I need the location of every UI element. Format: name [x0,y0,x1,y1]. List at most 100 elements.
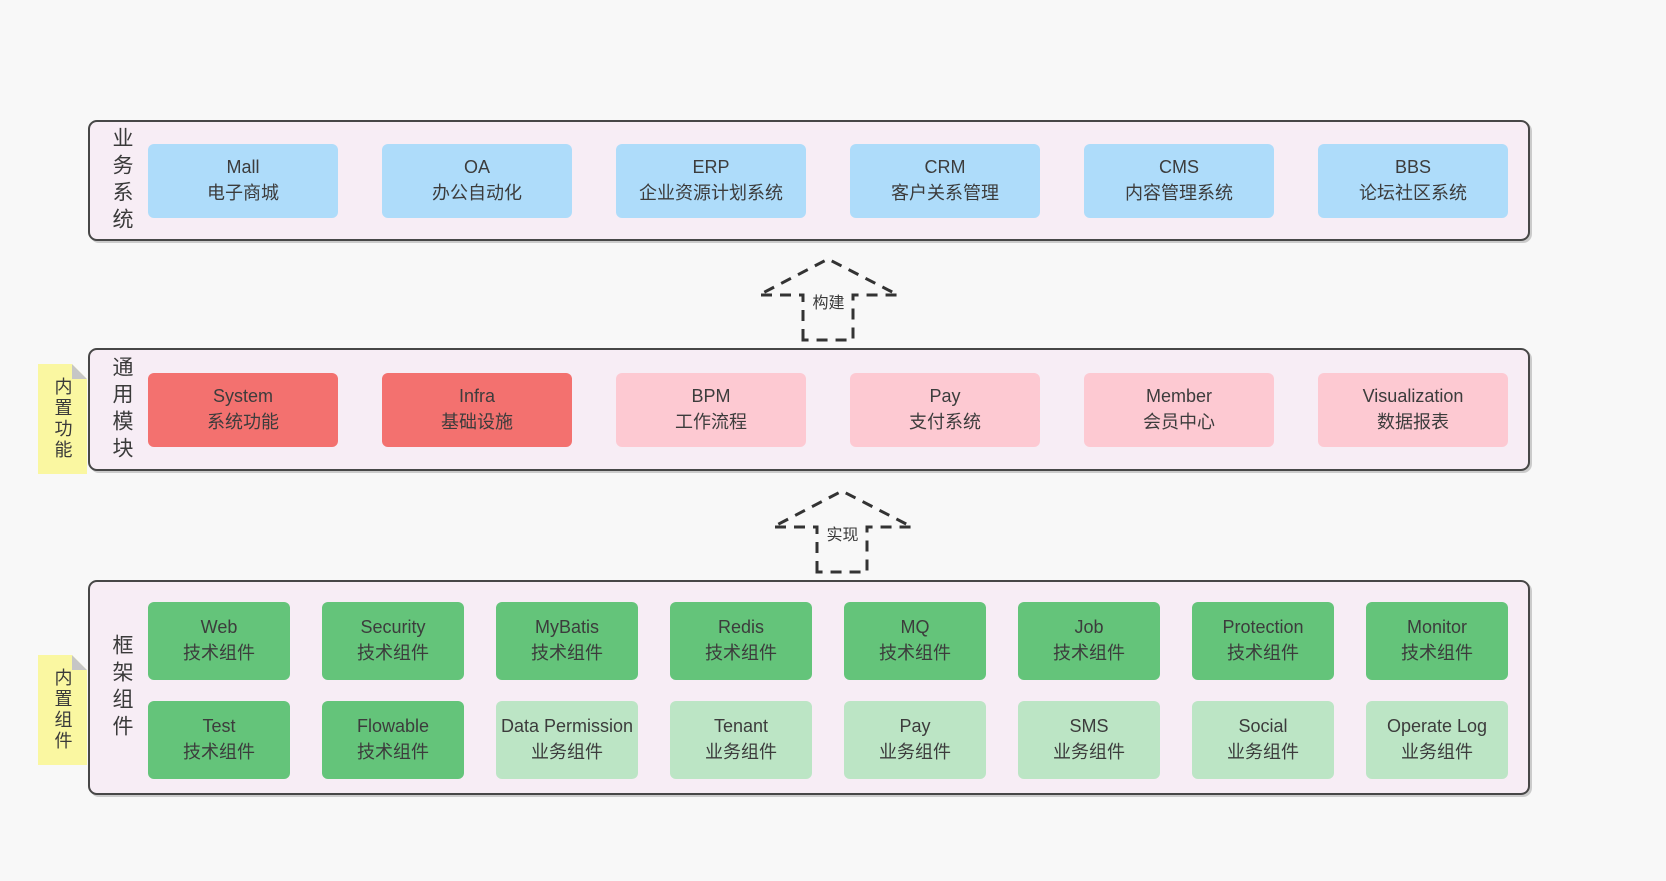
box-data-permission: Data Permission 业务组件 [496,701,638,779]
layer-label-common: 通用模块 [110,355,133,464]
box-title: Pay [899,716,931,737]
box-title: OA [463,156,490,177]
box-subtitle: 技术组件 [357,742,429,762]
box-title: Tenant [713,716,769,737]
up-arrow-icon [772,489,913,574]
box-mall: Mall 电子商城 [148,143,338,218]
box-mybatis: MyBatis 技术组件 [496,602,638,680]
box-mq: MQ 技术组件 [844,602,986,680]
box-subtitle: 技术组件 [1053,643,1125,663]
box-title: MQ [900,617,930,638]
box-title: Test [202,716,236,737]
box-tenant: Tenant 业务组件 [670,701,812,779]
box-subtitle: 办公自动化 [432,182,522,203]
box-monitor: Monitor 技术组件 [1366,602,1508,680]
arrow-build-label: 构建 [809,288,848,314]
box-title: BBS [1394,156,1432,177]
sticky-note-built-in-functions: 内置功能 [38,364,87,474]
box-member: Member 会员中心 [1084,372,1274,447]
box-title: Social [1238,716,1288,737]
box-subtitle: 会员中心 [1143,411,1215,432]
layer-label-framework: 框架组件 [110,633,133,742]
box-title: Operate Log [1386,716,1488,737]
box-subtitle: 数据报表 [1377,411,1449,432]
box-title: Protection [1222,617,1304,638]
box-subtitle: 技术组件 [705,643,777,663]
box-subtitle: 技术组件 [357,643,429,663]
box-title: MyBatis [534,617,599,638]
box-title: BPM [691,385,731,406]
framework-box-row-1: Web 技术组件 Security 技术组件 MyBatis 技术组件 Redi… [148,602,1508,680]
framework-box-row-2: Test 技术组件 Flowable 技术组件 Data Permission … [148,701,1508,779]
box-title: CMS [1159,156,1199,177]
box-crm: CRM 客户关系管理 [850,143,1040,218]
box-security: Security 技术组件 [322,602,464,680]
box-subtitle: 技术组件 [531,643,603,663]
box-title: Data Permission [500,716,634,737]
box-subtitle: 业务组件 [705,742,777,762]
box-title: Monitor [1406,617,1468,638]
common-box-row: System 系统功能 Infra 基础设施 BPM 工作流程 Pay 支付系统… [148,372,1508,447]
box-system: System 系统功能 [148,372,338,447]
sticky-note-text: 内置功能 [52,377,73,461]
box-title: Flowable [356,716,430,737]
box-subtitle: 技术组件 [1401,643,1473,663]
box-subtitle: 业务组件 [1053,742,1125,762]
box-title: SMS [1069,716,1109,737]
box-title: Web [200,617,238,638]
box-subtitle: 技术组件 [1227,643,1299,663]
arrow-implement: 实现 [770,487,915,575]
box-subtitle: 论坛社区系统 [1359,182,1467,203]
box-web: Web 技术组件 [148,602,290,680]
box-title: Member [1145,385,1212,406]
box-title: Visualization [1362,385,1464,406]
box-subtitle: 客户关系管理 [891,182,999,203]
box-operate-log: Operate Log 业务组件 [1366,701,1508,779]
box-social: Social 业务组件 [1192,701,1334,779]
box-bpm: BPM 工作流程 [616,372,806,447]
box-subtitle: 业务组件 [531,742,603,762]
sticky-note-built-in-components: 内置组件 [38,655,87,765]
common-modules-layer: 通用模块 System 系统功能 Infra 基础设施 BPM 工作流程 Pay… [88,348,1530,471]
box-job: Job 技术组件 [1018,602,1160,680]
box-sms: SMS 业务组件 [1018,701,1160,779]
box-subtitle: 业务组件 [1227,742,1299,762]
box-title: System [212,385,273,406]
box-subtitle: 技术组件 [183,742,255,762]
box-title: Mall [226,156,260,177]
layer-label-business: 业务系统 [110,126,133,235]
box-subtitle: 技术组件 [879,643,951,663]
box-subtitle: 电子商城 [207,182,279,203]
box-title: Security [360,617,426,638]
box-subtitle: 工作流程 [675,411,747,432]
arrow-build: 构建 [756,255,901,343]
box-cms: CMS 内容管理系统 [1084,143,1274,218]
sticky-note-text: 内置组件 [52,668,73,752]
box-bbs: BBS 论坛社区系统 [1318,143,1508,218]
box-infra: Infra 基础设施 [382,372,572,447]
business-box-row: Mall 电子商城 OA 办公自动化 ERP 企业资源计划系统 CRM 客户关系… [148,143,1508,218]
box-title: Job [1074,617,1104,638]
box-subtitle: 支付系统 [909,411,981,432]
arrow-implement-label: 实现 [823,520,862,546]
box-subtitle: 技术组件 [183,643,255,663]
box-subtitle: 系统功能 [207,411,279,432]
box-title: Redis [717,617,765,638]
box-title: Pay [929,385,961,406]
box-subtitle: 基础设施 [441,411,513,432]
box-flowable: Flowable 技术组件 [322,701,464,779]
box-title: ERP [692,156,730,177]
box-subtitle: 业务组件 [1401,742,1473,762]
box-pay-module: Pay 支付系统 [850,372,1040,447]
up-arrow-icon [758,257,899,342]
box-subtitle: 企业资源计划系统 [639,182,783,203]
box-subtitle: 内容管理系统 [1125,182,1233,203]
box-title: Infra [458,385,496,406]
business-systems-layer: 业务系统 Mall 电子商城 OA 办公自动化 ERP 企业资源计划系统 CRM… [88,120,1530,241]
framework-components-layer: 框架组件 Web 技术组件 Security 技术组件 MyBatis 技术组件… [88,580,1530,795]
box-title: CRM [924,156,966,177]
box-redis: Redis 技术组件 [670,602,812,680]
box-erp: ERP 企业资源计划系统 [616,143,806,218]
box-visualization: Visualization 数据报表 [1318,372,1508,447]
box-oa: OA 办公自动化 [382,143,572,218]
